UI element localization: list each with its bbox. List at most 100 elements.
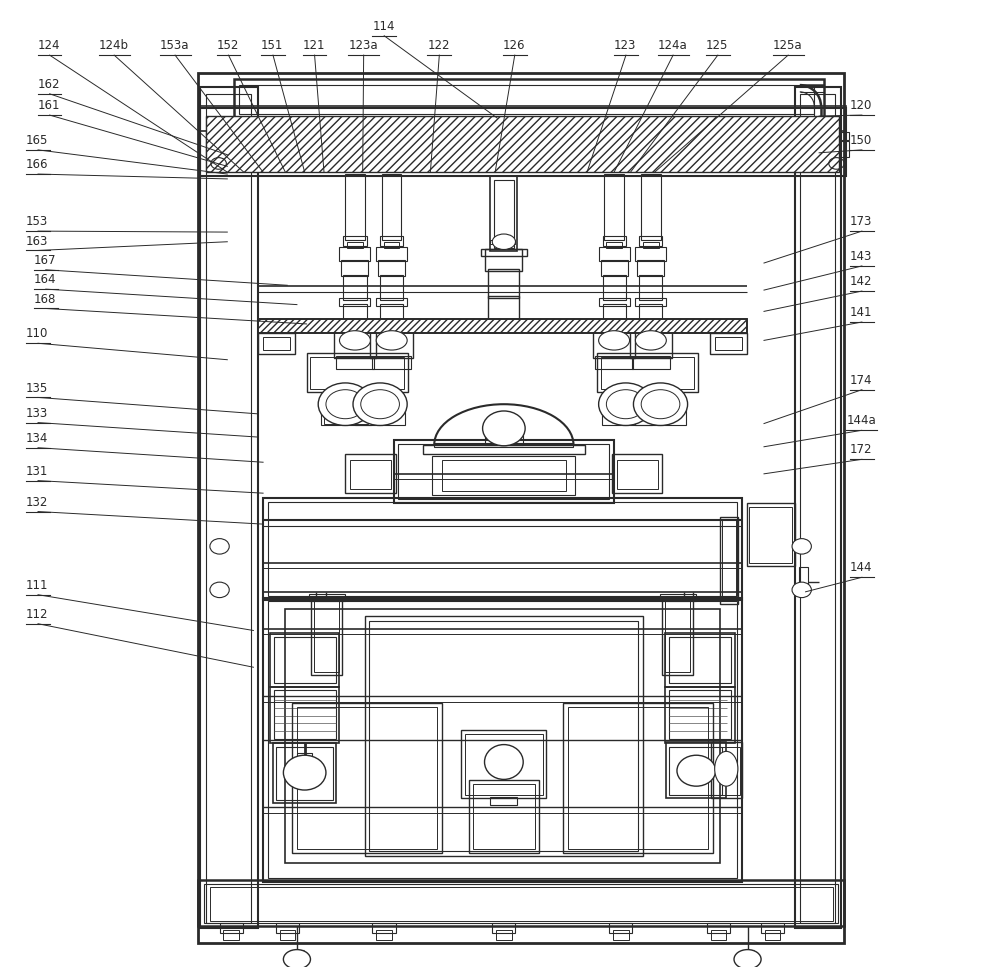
Bar — [263, 598, 742, 882]
Bar — [268, 601, 737, 878]
Bar — [274, 637, 336, 683]
Bar — [568, 707, 708, 849]
Bar — [378, 260, 405, 276]
Ellipse shape — [599, 383, 653, 425]
Bar — [372, 356, 411, 369]
Text: 121: 121 — [303, 40, 325, 52]
Bar — [669, 747, 722, 795]
Bar — [635, 298, 666, 306]
Bar — [376, 930, 392, 940]
Bar — [641, 174, 661, 240]
Bar — [635, 247, 666, 261]
Bar — [220, 923, 243, 933]
Bar — [639, 304, 662, 321]
Bar — [603, 236, 626, 246]
Bar — [597, 353, 698, 392]
Bar — [380, 304, 403, 321]
Ellipse shape — [492, 234, 515, 249]
Bar — [274, 690, 336, 739]
Bar — [345, 454, 396, 493]
Bar — [660, 594, 696, 601]
Text: 112: 112 — [26, 608, 49, 621]
Bar — [599, 247, 630, 261]
Bar — [595, 356, 633, 369]
Ellipse shape — [633, 383, 688, 425]
Text: 131: 131 — [26, 465, 49, 478]
Bar — [824, 141, 849, 157]
Ellipse shape — [677, 755, 716, 786]
Ellipse shape — [210, 582, 229, 598]
Bar — [488, 296, 519, 329]
Bar — [384, 242, 399, 248]
Bar — [604, 174, 624, 240]
Text: 122: 122 — [427, 40, 450, 52]
Bar — [461, 730, 546, 798]
Bar — [665, 601, 690, 672]
Bar — [800, 94, 835, 923]
Bar — [198, 880, 844, 926]
Ellipse shape — [283, 755, 326, 790]
Bar — [339, 247, 370, 261]
Bar — [665, 633, 735, 687]
Bar — [481, 249, 527, 256]
Text: 111: 111 — [26, 579, 49, 592]
Bar — [432, 456, 575, 495]
Bar — [206, 141, 231, 157]
Bar — [795, 87, 841, 928]
Text: 124a: 124a — [658, 40, 687, 52]
Bar — [234, 79, 824, 118]
Bar — [603, 275, 626, 300]
Bar — [336, 356, 374, 369]
Bar — [239, 85, 814, 114]
Bar — [297, 707, 437, 849]
Bar — [442, 460, 566, 491]
Bar — [309, 594, 345, 601]
Text: 161: 161 — [38, 100, 60, 112]
Bar — [722, 520, 736, 601]
Text: 168: 168 — [34, 293, 56, 306]
Bar — [490, 240, 515, 244]
Ellipse shape — [318, 383, 372, 425]
Bar — [423, 445, 585, 454]
Bar — [434, 443, 573, 447]
Bar — [603, 304, 626, 321]
Bar — [280, 930, 295, 940]
Text: 134: 134 — [26, 432, 49, 445]
Bar — [206, 94, 251, 923]
Bar — [593, 329, 635, 358]
Bar — [200, 108, 846, 176]
Bar — [669, 637, 731, 683]
Bar — [273, 743, 336, 803]
Ellipse shape — [353, 383, 407, 425]
Text: 167: 167 — [34, 254, 56, 267]
Text: 141: 141 — [850, 307, 873, 319]
Bar — [343, 304, 367, 321]
Bar — [370, 329, 413, 358]
Bar — [258, 319, 747, 333]
Bar — [630, 329, 672, 358]
Ellipse shape — [485, 745, 523, 779]
Text: 164: 164 — [34, 274, 56, 286]
Bar — [490, 176, 517, 251]
Ellipse shape — [792, 582, 811, 598]
Bar — [715, 337, 742, 350]
Bar — [485, 249, 522, 271]
Text: 125a: 125a — [773, 40, 802, 52]
Bar — [365, 616, 643, 856]
Bar — [223, 930, 239, 940]
Bar — [613, 930, 629, 940]
Bar — [258, 333, 295, 354]
Bar — [606, 242, 622, 248]
Text: 162: 162 — [38, 78, 60, 91]
Bar — [824, 132, 849, 140]
Text: 123: 123 — [614, 40, 636, 52]
Text: 125: 125 — [706, 40, 728, 52]
Text: 166: 166 — [26, 159, 49, 171]
Bar — [292, 703, 442, 853]
Bar — [707, 923, 730, 933]
Bar — [380, 236, 403, 246]
Bar — [382, 174, 401, 240]
Bar — [639, 275, 662, 300]
Ellipse shape — [326, 390, 365, 419]
Text: 174: 174 — [850, 374, 873, 387]
